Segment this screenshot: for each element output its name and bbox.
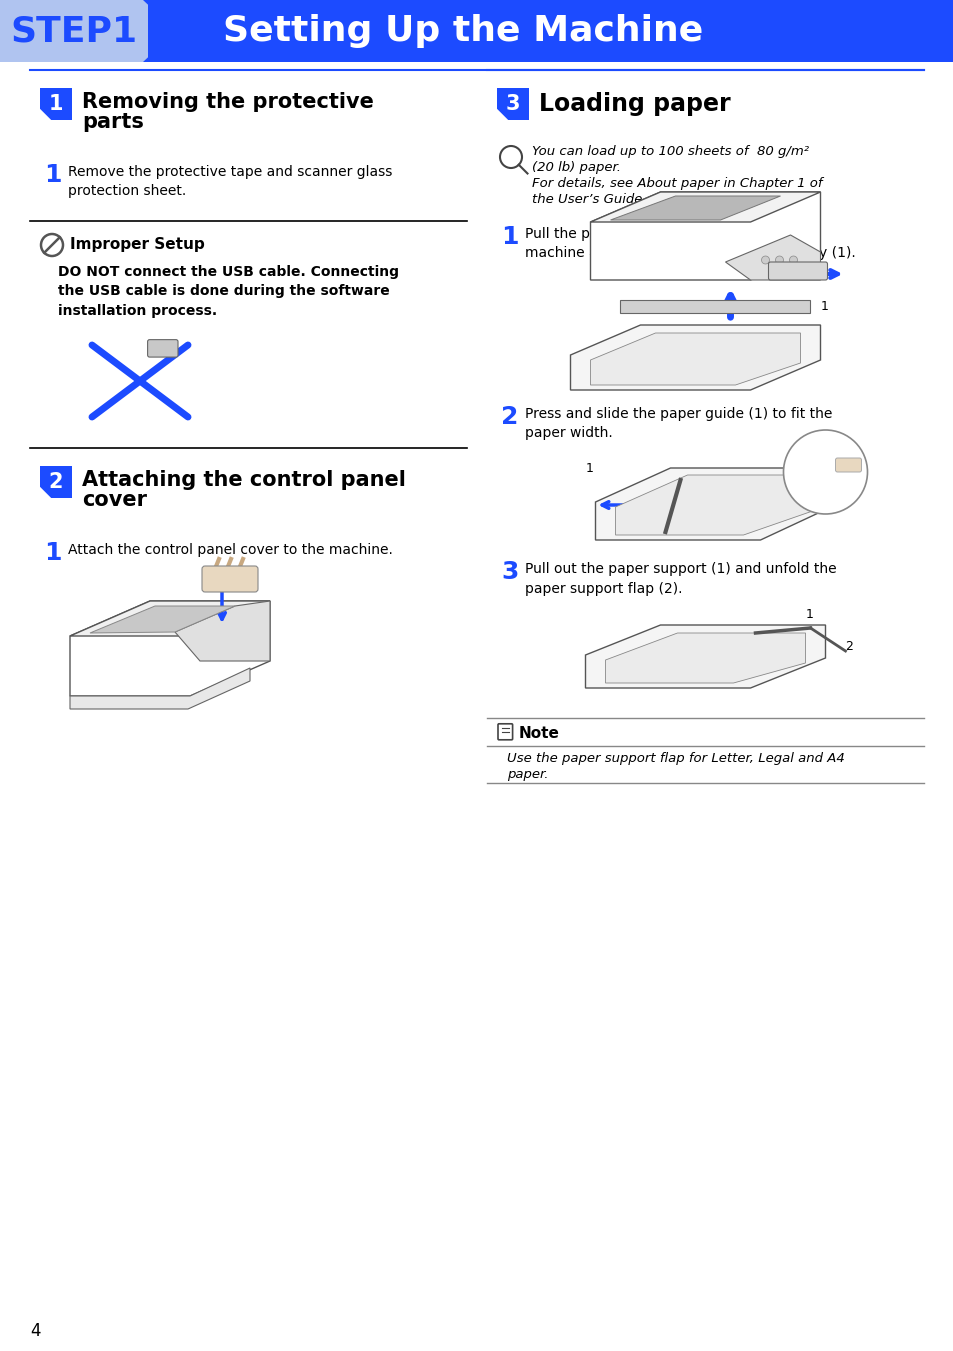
Polygon shape (70, 601, 270, 696)
Text: Note: Note (518, 725, 559, 740)
Text: Remove the protective tape and scanner glass
protection sheet.: Remove the protective tape and scanner g… (68, 165, 392, 199)
Polygon shape (143, 0, 203, 62)
Polygon shape (724, 235, 820, 280)
Text: cover: cover (82, 490, 147, 509)
Polygon shape (90, 607, 234, 634)
Bar (0, 0, 148, 62)
Text: Press and slide the paper guide (1) to fit the
paper width.: Press and slide the paper guide (1) to f… (524, 407, 832, 440)
Circle shape (782, 430, 866, 513)
Polygon shape (595, 467, 835, 540)
Polygon shape (590, 192, 820, 222)
Text: Pull out the paper support (1) and unfold the
paper support flap (2).: Pull out the paper support (1) and unfol… (524, 562, 836, 596)
FancyBboxPatch shape (202, 566, 257, 592)
Polygon shape (615, 476, 815, 535)
Text: Attach the control panel cover to the machine.: Attach the control panel cover to the ma… (68, 543, 393, 557)
FancyBboxPatch shape (768, 262, 826, 280)
Polygon shape (497, 88, 529, 120)
FancyBboxPatch shape (148, 339, 178, 357)
Text: Use the paper support flap for Letter, Legal and A4: Use the paper support flap for Letter, L… (506, 753, 843, 765)
Text: 3: 3 (505, 95, 519, 113)
Text: the User’s Guide.: the User’s Guide. (532, 193, 646, 205)
FancyBboxPatch shape (835, 458, 861, 471)
Circle shape (789, 255, 797, 263)
Polygon shape (40, 88, 71, 120)
Text: paper.: paper. (506, 767, 548, 781)
Text: 2: 2 (500, 405, 517, 430)
Text: (20 lb) paper.: (20 lb) paper. (532, 161, 620, 174)
Circle shape (775, 255, 782, 263)
FancyBboxPatch shape (497, 724, 512, 740)
Text: Improper Setup: Improper Setup (70, 236, 205, 253)
Polygon shape (40, 466, 71, 499)
Polygon shape (70, 601, 270, 636)
Text: 1: 1 (500, 226, 518, 249)
Bar (148, 0, 953, 62)
Text: 1: 1 (49, 95, 63, 113)
Polygon shape (605, 634, 804, 684)
Text: Pull the paper tray completely out of the
machine and remove the output paper tr: Pull the paper tray completely out of th… (524, 227, 855, 261)
Text: 4: 4 (30, 1323, 40, 1340)
Polygon shape (585, 626, 824, 688)
Polygon shape (590, 192, 820, 280)
Text: 1: 1 (804, 608, 813, 621)
Polygon shape (590, 332, 800, 385)
Text: For details, see About paper in Chapter 1 of: For details, see About paper in Chapter … (532, 177, 821, 190)
Text: Removing the protective: Removing the protective (82, 92, 374, 112)
Text: 2: 2 (844, 640, 853, 654)
Text: Attaching the control panel: Attaching the control panel (82, 470, 405, 490)
Text: 1: 1 (44, 540, 61, 565)
Polygon shape (174, 601, 270, 661)
Polygon shape (570, 326, 820, 390)
Circle shape (760, 255, 769, 263)
Polygon shape (70, 667, 250, 709)
Polygon shape (610, 196, 780, 220)
Text: DO NOT connect the USB cable. Connecting
the USB cable is done during the softwa: DO NOT connect the USB cable. Connecting… (58, 265, 398, 317)
Text: Loading paper: Loading paper (538, 92, 730, 116)
Text: 1: 1 (820, 300, 827, 313)
Polygon shape (619, 300, 810, 313)
Text: 3: 3 (500, 561, 517, 584)
Text: Setting Up the Machine: Setting Up the Machine (223, 14, 702, 49)
Text: parts: parts (82, 112, 144, 132)
Text: 1: 1 (44, 163, 61, 186)
Text: 1: 1 (585, 462, 593, 474)
Text: STEP1: STEP1 (10, 14, 137, 49)
Text: 2: 2 (49, 471, 63, 492)
Text: You can load up to 100 sheets of  80 g/m²: You can load up to 100 sheets of 80 g/m² (532, 145, 808, 158)
